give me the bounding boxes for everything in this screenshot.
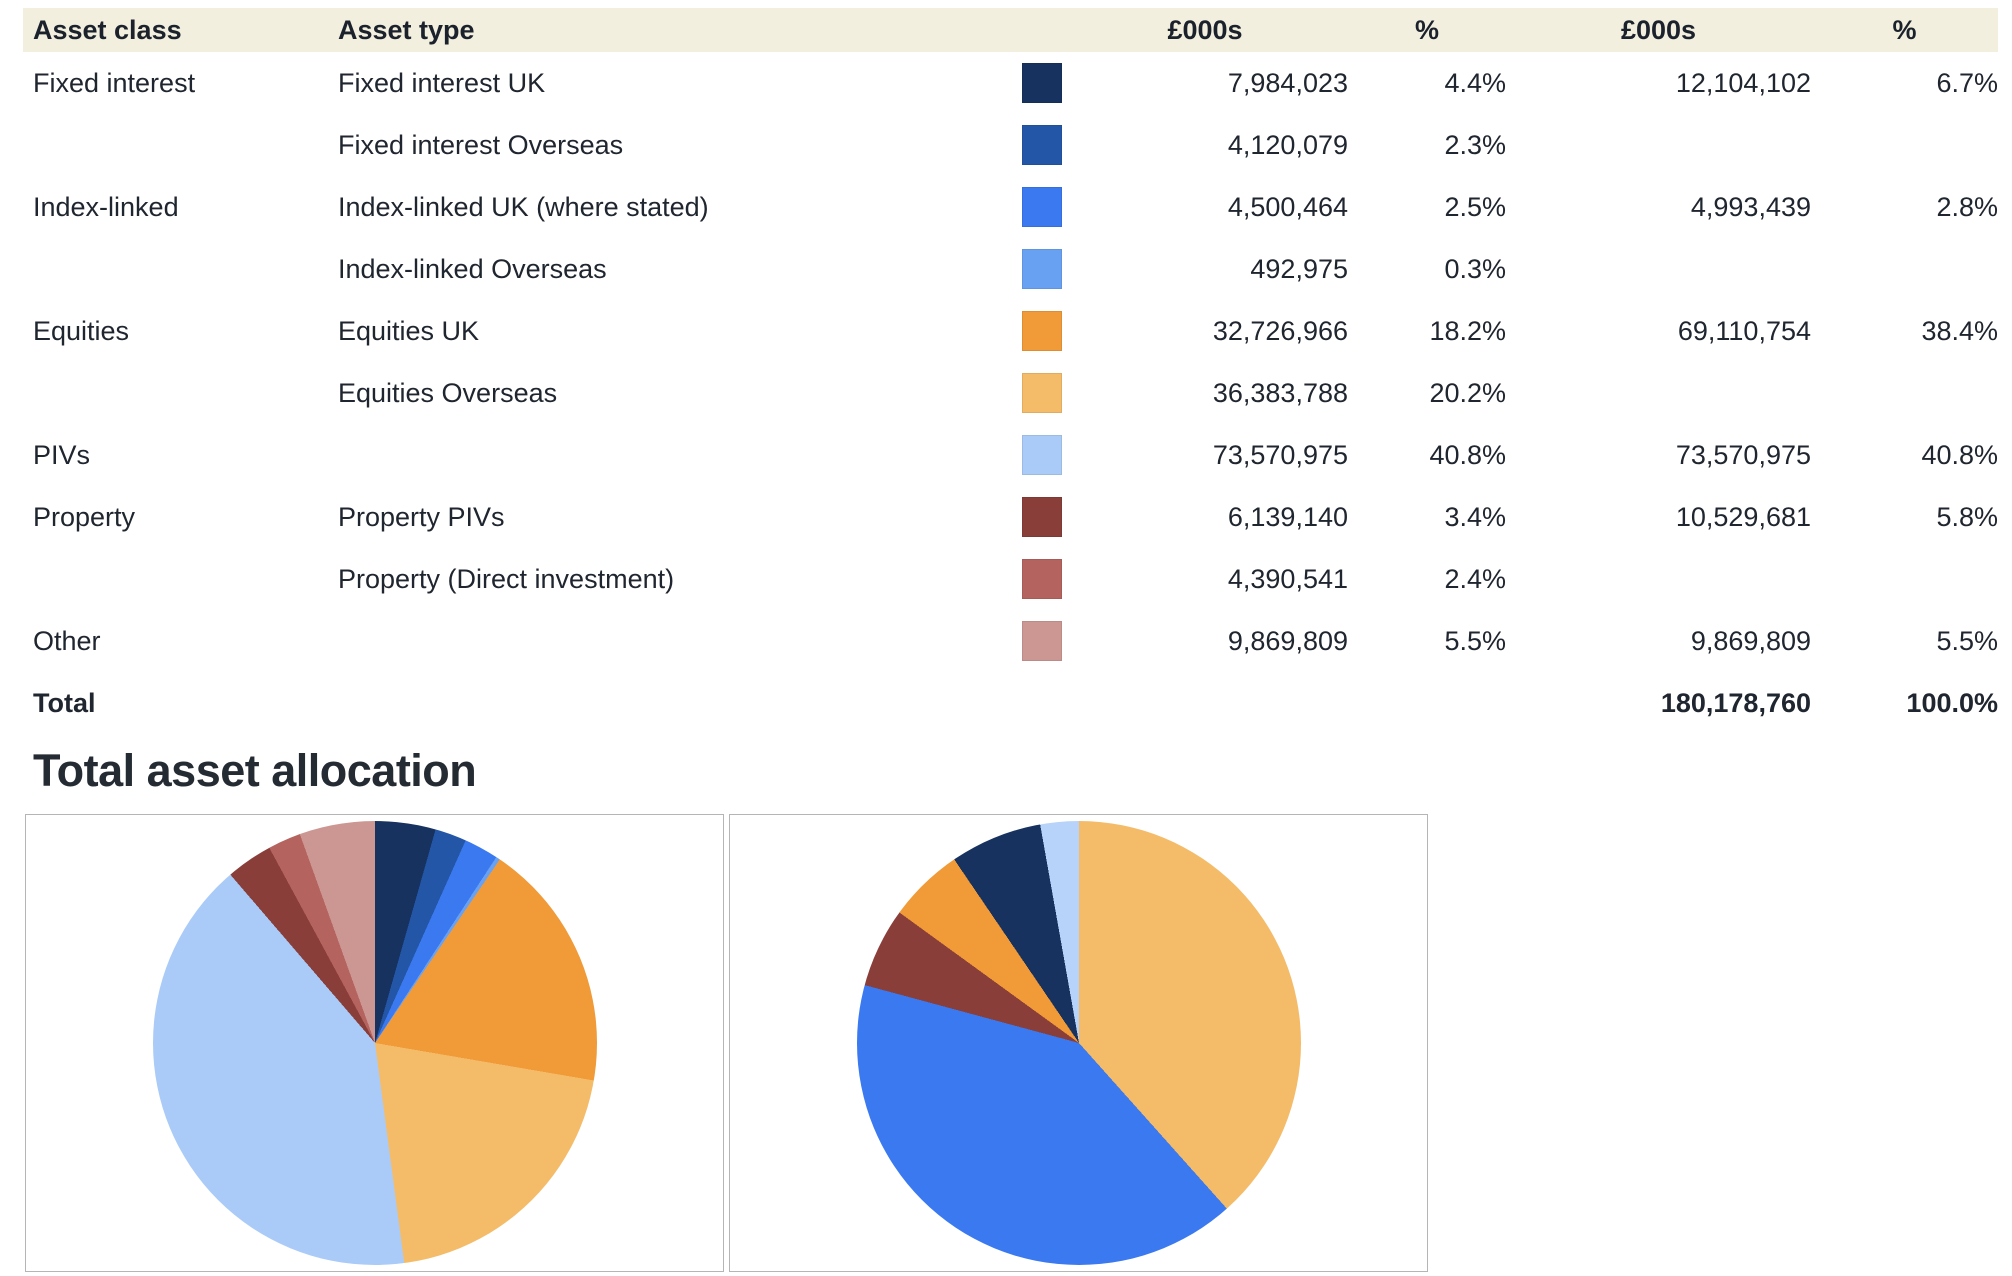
swatch-cell <box>1022 63 1062 103</box>
asset-class-pie-chart <box>856 821 1301 1265</box>
header-asset-type: Asset type <box>338 14 475 45</box>
header-class-amount: £000s <box>1620 14 1697 45</box>
class-pct-cell: 5.8% <box>1936 501 1998 532</box>
table-header-row: Asset class Asset type £000s % £000s % <box>23 8 1998 52</box>
table-body: Fixed interest Fixed interest UK 7,984,023… <box>23 52 1998 672</box>
pct-cell: 18.2% <box>1429 315 1506 346</box>
swatch-cell <box>1022 187 1062 227</box>
asset-class-cell: Property <box>33 501 136 532</box>
class-amount-cell: 4,993,439 <box>1690 191 1811 222</box>
class-amount-cell: 12,104,102 <box>1675 67 1811 98</box>
table-row: Equities Overseas 36,383,788 20.2% <box>23 362 1998 424</box>
asset-type-cell: Index-linked UK (where stated) <box>338 191 709 222</box>
pct-cell: 2.5% <box>1444 191 1506 222</box>
swatch-cell <box>1022 435 1062 475</box>
asset-type-cell: Property PIVs <box>338 501 505 532</box>
table-row: Property (Direct investment) 4,390,541 2.4… <box>23 548 1998 610</box>
total-class-pct: 100.0% <box>1906 687 1998 718</box>
asset-type-cell: Fixed interest Overseas <box>338 129 624 160</box>
section-title: Total asset allocation <box>33 745 477 796</box>
class-pct-cell: 40.8% <box>1921 439 1998 470</box>
swatch-cell <box>1022 249 1062 289</box>
pct-cell: 20.2% <box>1429 377 1506 408</box>
amount-cell: 4,390,541 <box>1227 563 1348 594</box>
class-amount-cell: 10,529,681 <box>1675 501 1811 532</box>
table-row: Fixed interest Fixed interest UK 7,984,023… <box>23 52 1998 114</box>
asset-class-cell: Other <box>33 625 101 656</box>
class-amount-cell: 69,110,754 <box>1677 315 1811 346</box>
color-swatch <box>1022 559 1062 599</box>
swatch-cell <box>1022 311 1062 351</box>
class-pct-cell: 2.8% <box>1936 191 1998 222</box>
class-amount-cell: 9,869,809 <box>1690 625 1811 656</box>
table-row: Index-linked Overseas 492,975 0.3% <box>23 238 1998 300</box>
asset-type-cell: Equities UK <box>338 315 480 346</box>
amount-cell: 4,120,079 <box>1227 129 1348 160</box>
table-row: PIVs 73,570,975 40.8% 73,570,975 40.8% <box>23 424 1998 486</box>
color-swatch <box>1022 373 1062 413</box>
swatch-cell <box>1022 497 1062 537</box>
pct-cell: 2.3% <box>1444 129 1506 160</box>
table-row: Index-linked Index-linked UK (where state… <box>23 176 1998 238</box>
amount-cell: 73,570,975 <box>1212 439 1348 470</box>
header-pct: % <box>1414 14 1439 45</box>
color-swatch <box>1022 187 1062 227</box>
table-row: Equities Equities UK 32,726,966 18.2% 69,110… <box>23 300 1998 362</box>
class-amount-cell: 73,570,975 <box>1675 439 1811 470</box>
asset-type-cell: Equities Overseas <box>338 377 558 408</box>
pct-cell: 3.4% <box>1444 501 1506 532</box>
swatch-cell <box>1022 125 1062 165</box>
amount-cell: 6,139,140 <box>1227 501 1348 532</box>
total-label: Total <box>33 687 96 718</box>
amount-cell: 9,869,809 <box>1227 625 1348 656</box>
table-total-row: Total 180,178,760 100.0% <box>23 672 1998 734</box>
pct-cell: 0.3% <box>1444 253 1506 284</box>
asset-type-pie-box <box>25 814 724 1272</box>
swatch-cell <box>1022 559 1062 599</box>
color-swatch <box>1022 125 1062 165</box>
color-swatch <box>1022 249 1062 289</box>
table-row: Property Property PIVs 6,139,140 3.4% 10,529… <box>23 486 1998 548</box>
pct-cell: 5.5% <box>1444 625 1506 656</box>
swatch-cell <box>1022 621 1062 661</box>
pie-charts-container <box>25 814 1998 1272</box>
amount-cell: 4,500,464 <box>1227 191 1348 222</box>
pct-cell: 4.4% <box>1444 67 1506 98</box>
header-class-pct: % <box>1892 14 1917 45</box>
amount-cell: 492,975 <box>1250 253 1348 284</box>
amount-cell: 32,726,966 <box>1212 315 1348 346</box>
class-pct-cell: 38.4% <box>1921 315 1998 346</box>
asset-type-cell: Fixed interest UK <box>338 67 546 98</box>
class-pct-cell: 6.7% <box>1936 67 1998 98</box>
swatch-cell <box>1022 373 1062 413</box>
header-asset-class: Asset class <box>33 14 182 45</box>
asset-type-cell: Property (Direct investment) <box>338 563 675 594</box>
asset-class-cell: PIVs <box>33 439 91 470</box>
color-swatch <box>1022 435 1062 475</box>
header-amount: £000s <box>1167 14 1243 45</box>
asset-class-cell: Equities <box>33 315 130 346</box>
color-swatch <box>1022 311 1062 351</box>
class-pct-cell: 5.5% <box>1936 625 1998 656</box>
color-swatch <box>1022 621 1062 661</box>
total-class-amount: 180,178,760 <box>1660 687 1811 718</box>
table-row: Fixed interest Overseas 4,120,079 2.3% <box>23 114 1998 176</box>
asset-class-cell: Index-linked <box>33 191 179 222</box>
color-swatch <box>1022 63 1062 103</box>
amount-cell: 36,383,788 <box>1212 377 1348 408</box>
asset-class-pie-box <box>729 814 1428 1272</box>
table-row: Other 9,869,809 5.5% 9,869,809 5.5% <box>23 610 1998 672</box>
asset-type-pie-chart <box>152 821 597 1265</box>
color-swatch <box>1022 497 1062 537</box>
asset-allocation-table: Asset class Asset type £000s % £000s % F… <box>23 8 1998 734</box>
asset-type-cell: Index-linked Overseas <box>338 253 607 284</box>
amount-cell: 7,984,023 <box>1227 67 1348 98</box>
pct-cell: 2.4% <box>1444 563 1506 594</box>
pct-cell: 40.8% <box>1429 439 1506 470</box>
asset-class-cell: Fixed interest <box>33 67 196 98</box>
